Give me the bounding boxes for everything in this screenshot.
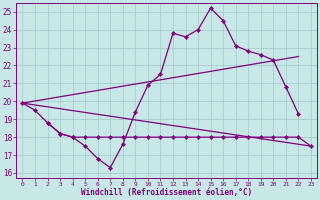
- X-axis label: Windchill (Refroidissement éolien,°C): Windchill (Refroidissement éolien,°C): [81, 188, 252, 197]
